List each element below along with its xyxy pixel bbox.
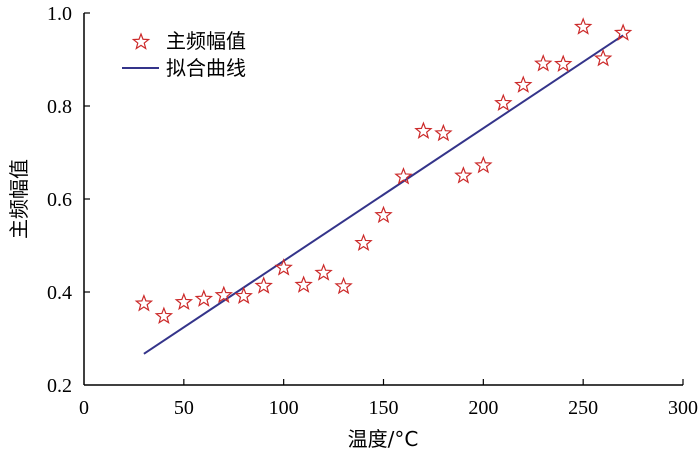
scatter-point — [553, 54, 573, 72]
scatter-point — [274, 258, 293, 276]
x-tick-label: 50 — [174, 397, 194, 419]
scatter-point — [194, 289, 214, 307]
scatter-point — [494, 93, 513, 112]
scatter-point — [334, 276, 353, 295]
y-tick-label: 0.2 — [47, 375, 72, 397]
y-tick-label: 0.4 — [47, 282, 72, 304]
scatter-point — [414, 121, 433, 139]
scatter-point — [454, 166, 473, 184]
x-tick-label: 0 — [79, 397, 89, 419]
scatter-point — [394, 166, 413, 185]
scatter-point — [174, 292, 194, 311]
scatter-point — [573, 17, 593, 35]
scatter-point — [134, 293, 154, 312]
scatter-point — [234, 286, 253, 305]
x-tick-label: 150 — [369, 397, 399, 419]
scatter-point — [474, 155, 493, 174]
legend-item-scatter: 主频幅值 — [131, 29, 246, 53]
scatter-point — [354, 233, 373, 252]
y-tick-label: 0.8 — [47, 96, 72, 118]
legend: 主频幅值 拟合曲线 — [122, 29, 246, 80]
legend-item-line: 拟合曲线 — [122, 56, 246, 80]
y-tick-label: 0.6 — [47, 189, 72, 211]
y-ticks: 0.2 0.4 0.6 0.8 1.0 — [47, 3, 90, 397]
legend-star-marker — [131, 32, 151, 50]
scatter-point — [434, 123, 453, 142]
scatter-point — [294, 275, 313, 293]
x-tick-label: 300 — [668, 397, 698, 419]
legend-label-line: 拟合曲线 — [166, 56, 246, 80]
scatter-point — [254, 276, 273, 294]
scatter-points-layer — [134, 17, 633, 325]
scatter-point — [534, 54, 553, 72]
x-tick-label: 250 — [568, 397, 598, 419]
scatter-point — [374, 205, 393, 224]
scatter-point — [154, 306, 174, 325]
scatter-point — [214, 285, 233, 304]
scatter-point — [593, 48, 613, 67]
x-tick-label: 100 — [269, 397, 299, 419]
scatter-point — [514, 75, 533, 93]
fit-line-layer — [143, 34, 624, 355]
scatter-point — [314, 263, 333, 281]
y-axis-title: 主频幅值 — [7, 159, 31, 239]
legend-label-scatter: 主频幅值 — [166, 29, 246, 53]
fit-line — [143, 34, 624, 355]
x-tick-label: 200 — [468, 397, 498, 419]
scatter-point — [613, 23, 633, 41]
x-ticks: 0 50 100 150 200 250 300 — [79, 379, 698, 419]
x-axis-title: 温度/°C — [348, 427, 419, 451]
y-tick-label: 1.0 — [47, 3, 72, 25]
